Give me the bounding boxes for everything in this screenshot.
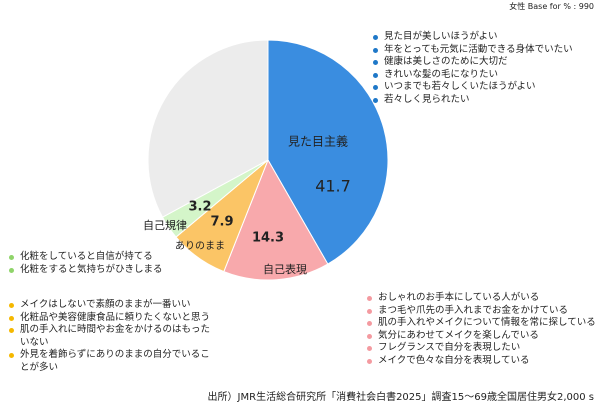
bullet-item: 年をとっても元気に活動できる身体でいたい bbox=[372, 44, 597, 57]
bullet-text: 健康は美しさのために大切だ bbox=[384, 56, 508, 67]
bullet-text: 若々しく見られたい bbox=[384, 93, 470, 105]
bullet-dot bbox=[373, 97, 378, 103]
bullet-text: おしゃれのお手本にしている人がいる bbox=[378, 292, 540, 303]
bullet-text: 見た目が美しいほうがよい bbox=[384, 31, 498, 42]
bullet-item: メイクはしないで素顔のままが一番いい bbox=[8, 299, 218, 312]
bullet-item: おしゃれのお手本にしている人がいる bbox=[366, 292, 598, 305]
bullet-text: いつまでも若々しくいたほうがよい bbox=[384, 81, 536, 92]
bullet-text: 化粧をしていると自信が持てる bbox=[20, 251, 153, 262]
pie-slice bbox=[223, 158, 329, 281]
bullet-dot bbox=[9, 267, 14, 273]
bullet-dot bbox=[373, 85, 378, 90]
bullet-dot bbox=[373, 47, 378, 53]
bullet-item: 若々しく見られたい bbox=[372, 94, 597, 107]
bullet-text: メイクで色々な自分を表現している bbox=[378, 354, 530, 366]
bullet-dot bbox=[9, 255, 14, 260]
bullet-text: 気分にあわせてメイクを楽しんでいる bbox=[378, 329, 539, 341]
bullet-dot bbox=[367, 346, 372, 351]
slice-label: 見た目主義 bbox=[288, 134, 348, 149]
slice-value: 3.2 bbox=[188, 200, 211, 215]
source: 出所）JMR生活総合研究所「消費社会白書2025」調査15～69歳全国居住男女2… bbox=[207, 392, 594, 403]
bullet-list: メイクはしないで素顔のままが一番いい 化粧品や美容健康食品に頼りたくないと思う 肌の… bbox=[8, 299, 218, 374]
bullet-dot bbox=[373, 60, 378, 65]
bullet-dot bbox=[373, 35, 378, 40]
bullet-list: 化粧をしていると自信が持てる 化粧をすると気持ちがひきしまる bbox=[8, 251, 208, 276]
bullet-item: 気分にあわせてメイクを楽しんでいる bbox=[366, 330, 598, 343]
bullet-text: 化粧品や美容健康食品に頼りたくないと思う bbox=[20, 311, 211, 323]
slice-label: 自己規律 bbox=[143, 218, 187, 232]
bullet-dot bbox=[367, 321, 372, 326]
slice-value: 7.9 bbox=[210, 215, 233, 230]
bullet-dot bbox=[367, 308, 372, 314]
bullet-item: フレグランスで自分を表現したい bbox=[366, 342, 598, 355]
bullet-dot bbox=[9, 353, 14, 358]
slice-label: 自己表現 bbox=[263, 262, 307, 276]
slice-value: 41.7 bbox=[315, 177, 351, 196]
bullet-dot bbox=[9, 315, 14, 321]
bullet-text: 年をとっても元気に活動できる身体でいたい bbox=[384, 43, 573, 55]
bullet-item: 肌の手入れやメイクについて情報を常に探している bbox=[366, 317, 598, 330]
bullet-text: まつ毛や爪先の手入れまでお金をかけている bbox=[378, 304, 569, 316]
bullet-list: 見た目が美しいほうがよい 年をとっても元気に活動できる身体でいたい 健康は美しさのた… bbox=[372, 31, 597, 106]
bullet-text: メイクはしないで素顔のままが一番いい bbox=[20, 299, 191, 310]
bullet-dot bbox=[367, 358, 372, 364]
bullet-dot bbox=[9, 303, 14, 308]
bullet-text: きれいな髪の毛になりたい bbox=[384, 68, 499, 80]
bullet-text: 肌の手入れやメイクについて情報を常に探している bbox=[378, 317, 596, 328]
pie-slice bbox=[147, 39, 269, 218]
bullet-dot bbox=[367, 296, 372, 301]
bullet-dot bbox=[9, 328, 14, 333]
bullet-item: いつまでも若々しくいたほうがよい bbox=[372, 81, 597, 94]
pie-slice bbox=[267, 39, 389, 265]
bullet-list: おしゃれのお手本にしている人がいる まつ毛や爪先の手入れまでお金をかけている 肌の手… bbox=[366, 292, 598, 367]
bullet-item: 見た目が美しいほうがよい bbox=[372, 31, 597, 44]
bullet-item: 化粧品や美容健康食品に頼りたくないと思う bbox=[8, 312, 218, 325]
bullet-item: 化粧をすると気持ちがひきしまる bbox=[8, 264, 208, 277]
bullet-item: 外見を着飾らずにありのままの自分でいることが多い bbox=[8, 349, 218, 374]
bullet-item: まつ毛や爪先の手入れまでお金をかけている bbox=[366, 305, 598, 318]
slice-value: 14.3 bbox=[252, 231, 284, 246]
bullet-item: 肌の手入れに時間やお金をかけるのはもったいない bbox=[8, 324, 218, 349]
base-note: 女性 Base for % : 990 bbox=[509, 2, 594, 11]
bullet-dot bbox=[367, 333, 372, 339]
bullet-item: 健康は美しさのために大切だ bbox=[372, 56, 597, 69]
bullet-text: 外見を着飾らずにありのままの自分でいることが多い bbox=[20, 349, 210, 373]
bullet-item: 化粧をしていると自信が持てる bbox=[8, 251, 208, 264]
bullet-text: フレグランスで自分を表現したい bbox=[378, 342, 521, 353]
bullet-item: きれいな髪の毛になりたい bbox=[372, 69, 597, 82]
bullet-item: メイクで色々な自分を表現している bbox=[366, 355, 598, 368]
bullet-text: 化粧をすると気持ちがひきしまる bbox=[20, 263, 163, 275]
bullet-text: 肌の手入れに時間やお金をかけるのはもったいない bbox=[20, 324, 211, 348]
slice-label: ありのまま bbox=[175, 240, 225, 252]
bullet-dot bbox=[373, 72, 378, 78]
